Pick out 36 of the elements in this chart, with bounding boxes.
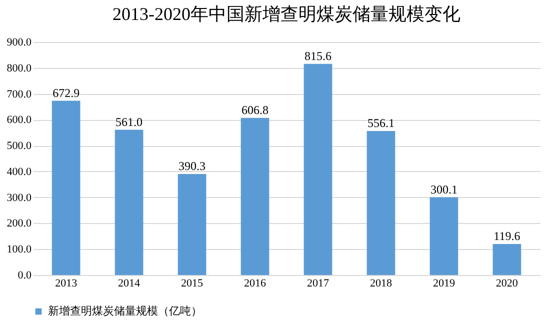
bar [240, 118, 270, 275]
y-tick-label: 100.0 [6, 244, 32, 256]
x-tick-label: 2013 [55, 278, 78, 290]
bar [430, 197, 458, 275]
data-label: 672.9 [52, 86, 80, 100]
y-tick-label: 200.0 [6, 218, 32, 230]
y-tick-label: 600.0 [6, 114, 32, 126]
data-label: 300.1 [430, 182, 458, 196]
y-tick-label: 0.0 [18, 270, 32, 282]
y-tick-label: 900.0 [6, 36, 32, 48]
data-label: 561.0 [116, 114, 143, 129]
x-tick-label: 2015 [181, 278, 204, 290]
bar [366, 131, 396, 275]
y-tick-label: 500.0 [6, 140, 32, 152]
data-label: 390.3 [178, 158, 206, 173]
y-tick-label: 300.0 [6, 192, 32, 204]
x-tick-label: 2016 [244, 278, 267, 290]
bar [304, 64, 332, 275]
y-tick-label: 700.0 [6, 88, 32, 100]
y-tick-label: 400.0 [6, 166, 32, 178]
x-tick-label: 2019 [432, 278, 456, 290]
chart-title: 2013-2020年中国新增查明煤炭储量规模变化 [112, 4, 460, 24]
y-tick-label: 800.0 [6, 62, 32, 74]
x-tick-label: 2020 [496, 278, 518, 290]
data-label: 815.6 [304, 48, 332, 63]
data-label: 556.1 [367, 116, 394, 130]
x-tick-label: 2017 [306, 278, 330, 290]
legend-label: 新增查明煤炭储量规模（亿吨） [48, 304, 202, 318]
data-label: 606.8 [242, 102, 269, 117]
x-tick-label: 2014 [118, 278, 141, 290]
bar [178, 174, 206, 275]
bar [114, 130, 144, 275]
bar [492, 244, 522, 275]
x-tick-label: 2018 [370, 278, 392, 290]
data-label: 119.6 [494, 229, 520, 244]
bar [52, 100, 80, 275]
